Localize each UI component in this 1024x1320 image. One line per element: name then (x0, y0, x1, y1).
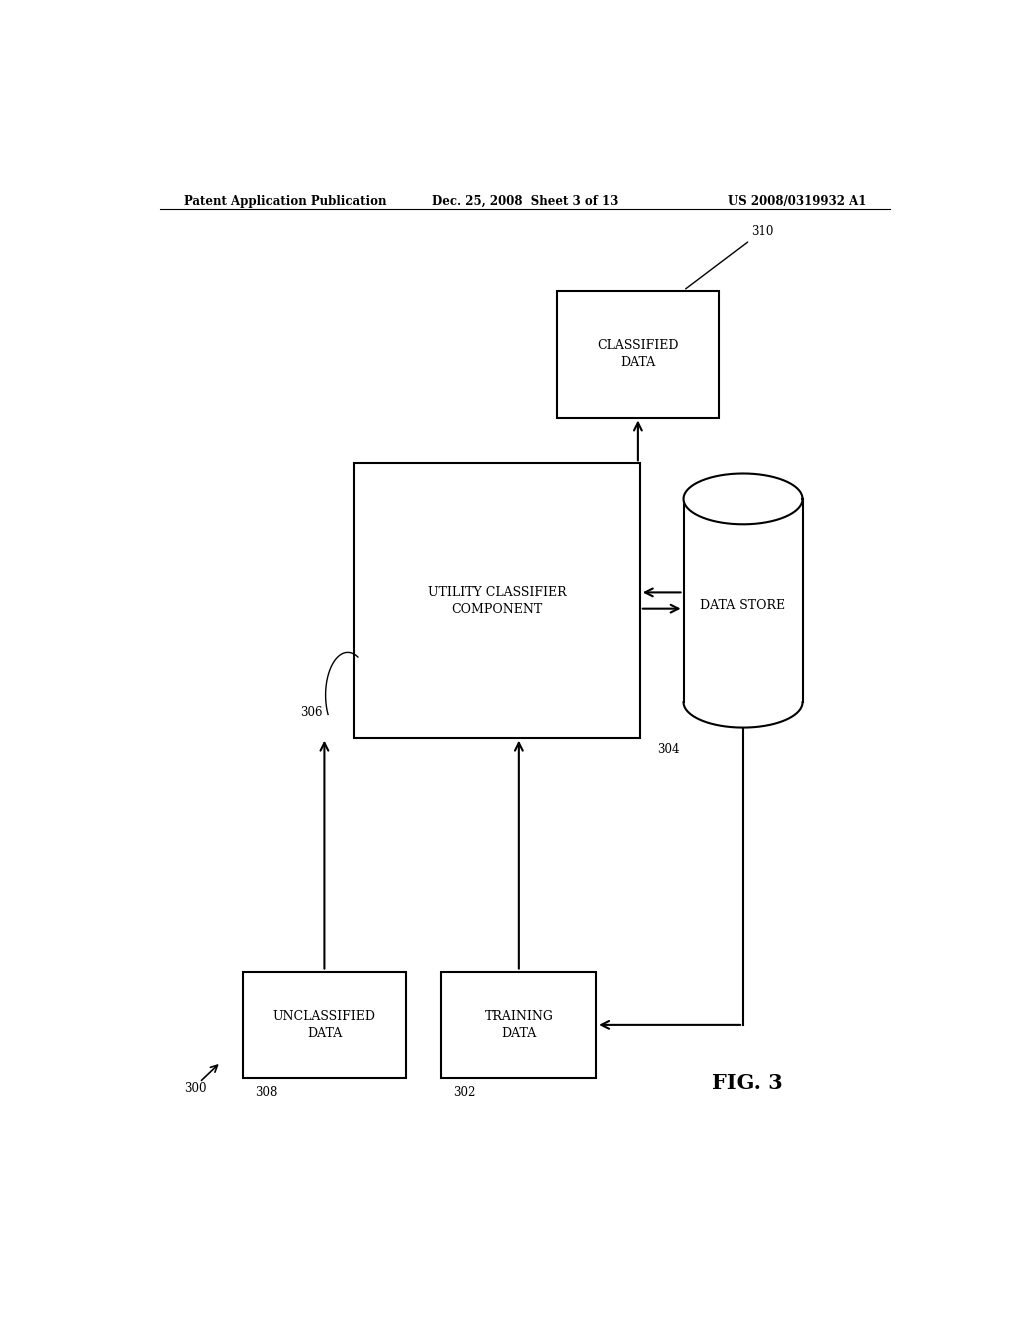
Text: 308: 308 (255, 1086, 278, 1100)
FancyBboxPatch shape (557, 290, 719, 417)
Text: US 2008/0319932 A1: US 2008/0319932 A1 (728, 194, 866, 207)
Text: CLASSIFIED
DATA: CLASSIFIED DATA (597, 339, 679, 370)
Text: 304: 304 (657, 743, 680, 756)
Text: 310: 310 (686, 224, 773, 289)
Text: UTILITY CLASSIFIER
COMPONENT: UTILITY CLASSIFIER COMPONENT (428, 586, 566, 615)
Text: DATA STORE: DATA STORE (700, 599, 785, 612)
Bar (684, 499, 803, 702)
FancyBboxPatch shape (441, 972, 596, 1078)
Text: UNCLASSIFIED
DATA: UNCLASSIFIED DATA (273, 1010, 376, 1040)
Text: Patent Application Publication: Patent Application Publication (183, 194, 386, 207)
FancyBboxPatch shape (243, 972, 406, 1078)
Text: 300: 300 (184, 1082, 207, 1094)
Text: FIG. 3: FIG. 3 (712, 1073, 782, 1093)
Polygon shape (684, 474, 803, 524)
Text: 306: 306 (300, 706, 323, 719)
Text: TRAINING
DATA: TRAINING DATA (484, 1010, 553, 1040)
FancyBboxPatch shape (354, 463, 640, 738)
Text: 302: 302 (454, 1086, 476, 1100)
Text: Dec. 25, 2008  Sheet 3 of 13: Dec. 25, 2008 Sheet 3 of 13 (431, 194, 618, 207)
